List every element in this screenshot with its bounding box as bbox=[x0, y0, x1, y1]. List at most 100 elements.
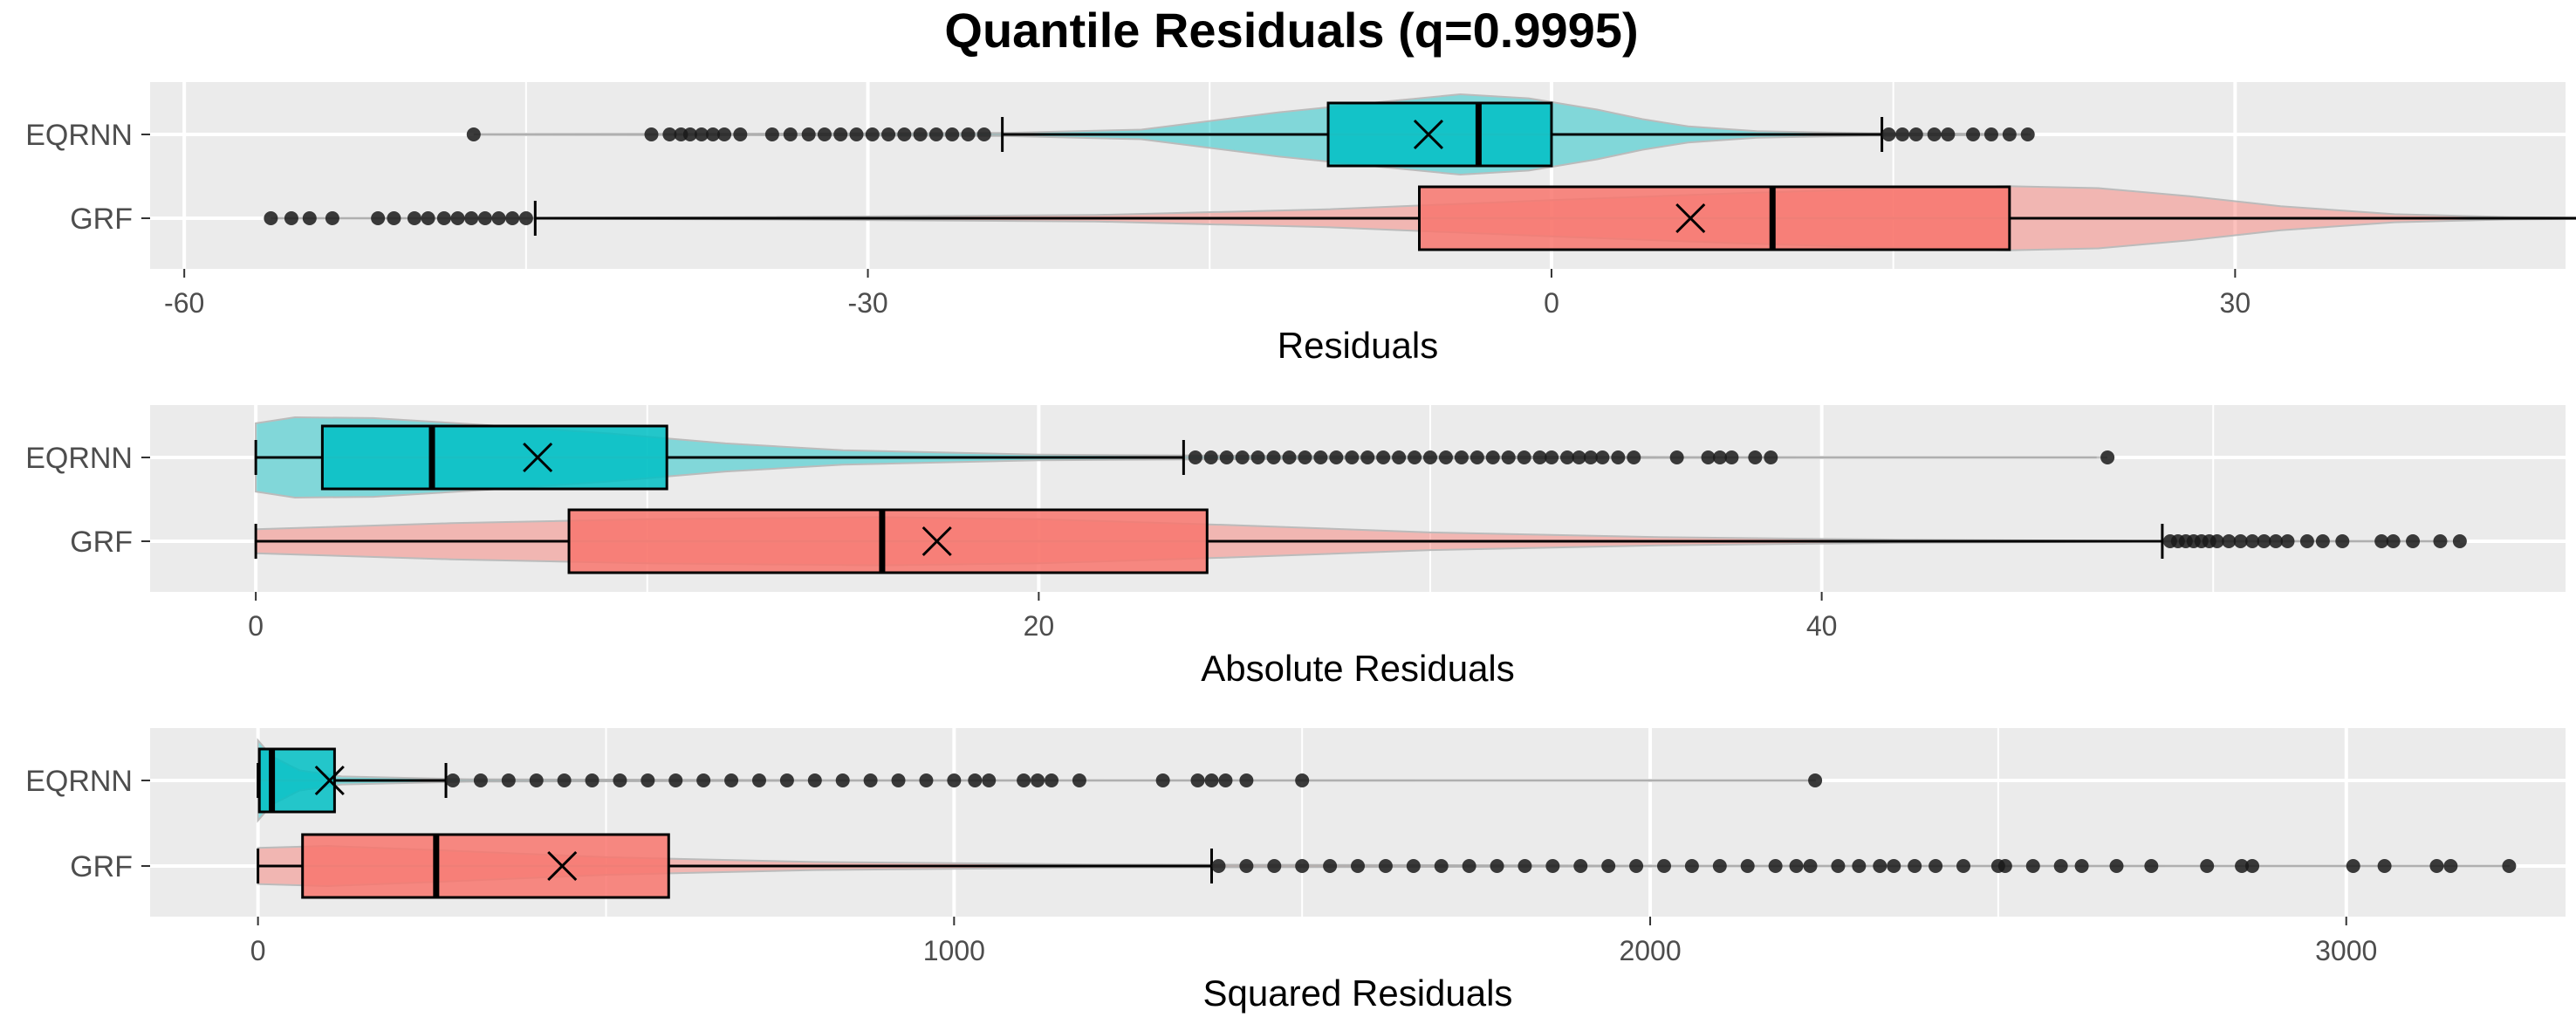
outlier-point bbox=[473, 773, 488, 787]
outlier-point bbox=[961, 127, 976, 141]
outlier-point bbox=[1360, 450, 1375, 464]
outlier-point bbox=[1929, 859, 1943, 873]
outlier-point bbox=[2074, 859, 2089, 873]
outlier-point bbox=[2335, 534, 2350, 548]
outlier-point bbox=[2002, 127, 2017, 141]
outlier-point bbox=[302, 211, 317, 225]
outlier-point bbox=[705, 127, 720, 141]
outlier-point bbox=[2020, 127, 2035, 141]
x-tick-label: 0 bbox=[248, 610, 264, 642]
outlier-point bbox=[325, 211, 339, 225]
series-eqrnn: EQRNN bbox=[25, 93, 2035, 176]
outlier-point bbox=[2315, 534, 2330, 548]
outlier-point bbox=[1595, 450, 1610, 464]
outlier-point bbox=[724, 773, 739, 787]
outlier-point bbox=[1422, 450, 1437, 464]
outlier-point bbox=[1895, 127, 1910, 141]
outlier-point bbox=[450, 211, 465, 225]
mean-marker bbox=[1413, 119, 1444, 150]
outlier-point bbox=[863, 773, 878, 787]
outlier-point bbox=[1803, 859, 1818, 873]
outlier-point bbox=[2443, 859, 2458, 873]
outlier-point bbox=[477, 211, 492, 225]
outlier-point bbox=[1031, 773, 1045, 787]
outlier-point bbox=[1908, 859, 1922, 873]
outlier-point bbox=[1560, 450, 1575, 464]
outlier-point bbox=[682, 127, 697, 141]
outlier-point bbox=[2209, 534, 2224, 548]
category-label: EQRNN bbox=[25, 119, 133, 152]
outlier-point bbox=[1295, 859, 1310, 873]
mean-marker bbox=[314, 765, 345, 796]
outlier-point bbox=[445, 773, 460, 787]
outlier-point bbox=[976, 127, 991, 141]
outlier-point bbox=[1768, 859, 1783, 873]
outlier-point bbox=[1239, 773, 1254, 787]
outlier-point bbox=[2144, 859, 2159, 873]
outlier-point bbox=[947, 773, 962, 787]
outlier-point bbox=[1764, 450, 1778, 464]
outlier-point bbox=[644, 127, 659, 141]
outlier-point bbox=[641, 773, 655, 787]
outlier-point bbox=[1295, 773, 1310, 787]
outlier-point bbox=[928, 127, 943, 141]
iqr-box bbox=[1418, 185, 2011, 251]
series-eqrnn: EQRNN bbox=[25, 416, 2115, 499]
x-tick-label: 40 bbox=[1806, 610, 1838, 642]
outlier-point bbox=[1852, 859, 1867, 873]
outlier-point bbox=[865, 127, 880, 141]
outlier-point bbox=[1656, 859, 1671, 873]
outlier-point bbox=[1462, 859, 1476, 873]
series-eqrnn: EQRNN bbox=[25, 738, 1823, 823]
outlier-point bbox=[1997, 859, 2012, 873]
outlier-point bbox=[2257, 534, 2271, 548]
x-tick-label: 1000 bbox=[923, 935, 985, 966]
outlier-point bbox=[264, 211, 278, 225]
outlier-point bbox=[501, 773, 516, 787]
outlier-point bbox=[557, 773, 572, 787]
outlier-point bbox=[1927, 127, 1942, 141]
outlier-point bbox=[1235, 450, 1250, 464]
category-label: GRF bbox=[70, 850, 133, 883]
outlier-point bbox=[913, 127, 928, 141]
outlier-point bbox=[1203, 450, 1218, 464]
outlier-point bbox=[1712, 859, 1727, 873]
outlier-point bbox=[1298, 450, 1312, 464]
outlier-point bbox=[1017, 773, 1031, 787]
outlier-point bbox=[1323, 859, 1338, 873]
outlier-point bbox=[1250, 450, 1265, 464]
mean-marker bbox=[523, 442, 553, 473]
outlier-point bbox=[2053, 859, 2068, 873]
outlier-point bbox=[919, 773, 934, 787]
x-axis-label: Residuals bbox=[1278, 325, 1438, 366]
outlier-point bbox=[1378, 859, 1393, 873]
outlier-point bbox=[1601, 859, 1616, 873]
outlier-point bbox=[387, 211, 401, 225]
outlier-point bbox=[1573, 859, 1588, 873]
x-tick-label: 2000 bbox=[1619, 935, 1681, 966]
panel-1: -60 -30 0 30 Residuals EQRNN GRF bbox=[25, 82, 2576, 366]
outlier-point bbox=[1204, 773, 1219, 787]
outlier-point bbox=[751, 773, 766, 787]
outlier-point bbox=[881, 127, 896, 141]
outlier-point bbox=[613, 773, 627, 787]
x-tick-label: 30 bbox=[2220, 287, 2251, 319]
x-axis-label: Absolute Residuals bbox=[1201, 648, 1515, 689]
outlier-point bbox=[849, 127, 864, 141]
outlier-point bbox=[1438, 450, 1453, 464]
outlier-point bbox=[1045, 773, 1059, 787]
outlier-point bbox=[2280, 534, 2295, 548]
outlier-point bbox=[1789, 859, 1804, 873]
outlier-point bbox=[2222, 534, 2237, 548]
outlier-point bbox=[1966, 127, 1981, 141]
outlier-point bbox=[668, 773, 683, 787]
iqr-box bbox=[567, 508, 1209, 574]
series-grf: GRF bbox=[70, 833, 2517, 899]
outlier-point bbox=[2374, 534, 2389, 548]
outlier-point bbox=[585, 773, 599, 787]
outlier-point bbox=[2200, 859, 2215, 873]
outlier-point bbox=[407, 211, 421, 225]
outlier-point bbox=[1211, 859, 1226, 873]
outlier-point bbox=[2299, 534, 2314, 548]
